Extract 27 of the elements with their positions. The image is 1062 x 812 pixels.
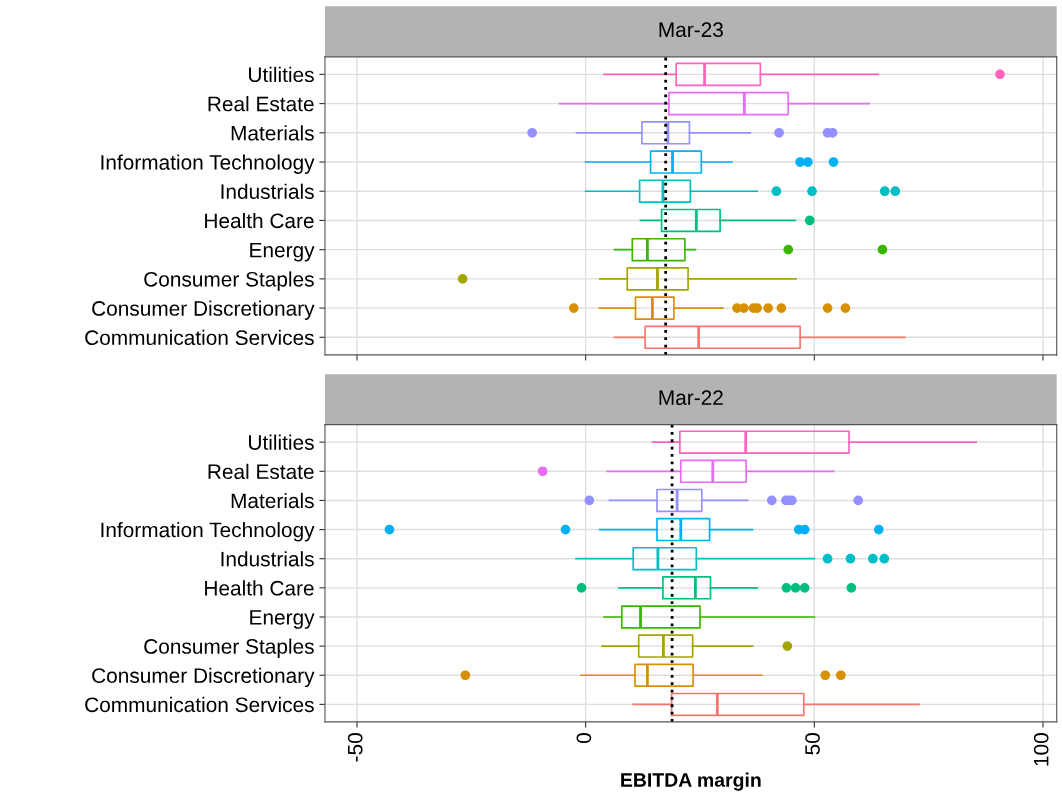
y-tick-label: Materials [231, 492, 314, 509]
chart-title: Mar-23 [659, 22, 723, 38]
y-tick-label: Health Care [205, 212, 314, 229]
y-tick-label: Materials [231, 125, 314, 141]
y-tick-label: Industrials [221, 551, 314, 567]
y-tick-label: Consumer Discretionary [92, 300, 315, 320]
y-tick-label: Energy [250, 242, 315, 262]
y-tick-label: Real Estate [208, 96, 314, 112]
y-tick-label: Consumer Staples [144, 271, 314, 291]
y-tick-label: Consumer Staples [144, 638, 314, 658]
y-tick-label: Communication Services [85, 696, 314, 713]
y-tick-label: Utilities [249, 66, 314, 83]
y-tick-label: Communication Services [85, 329, 314, 346]
x-tick-label: -50 [347, 733, 363, 762]
y-tick-label: Consumer Discretionary [92, 667, 315, 688]
y-tick-label: Information Technology [101, 522, 315, 542]
y-tick-label: Utilities [249, 434, 314, 450]
y-tick-label: Industrials [221, 183, 314, 199]
y-tick-label: Health Care [205, 580, 314, 596]
y-tick-label: Real Estate [208, 463, 314, 480]
x-tick-label: 50 [805, 733, 820, 755]
y-tick-label: Information Technology [101, 154, 315, 174]
chart-title: Mar-22 [659, 390, 723, 406]
x-axis-title: EBITDA margin [621, 772, 761, 791]
x-tick-label: 0 [576, 733, 592, 744]
y-tick-label: Energy [250, 610, 315, 629]
x-tick-label: 100 [1033, 733, 1049, 766]
